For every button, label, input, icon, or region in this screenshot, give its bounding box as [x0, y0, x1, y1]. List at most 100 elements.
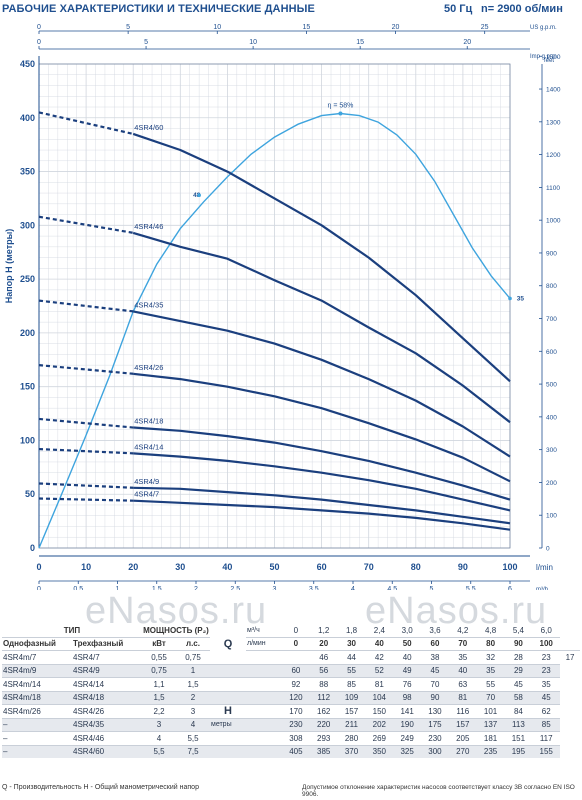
x-tick-label: 80 [411, 562, 421, 572]
head-value: 28 [504, 650, 533, 664]
spacer-cell [210, 744, 246, 758]
spacer-cell [246, 717, 282, 732]
head-value: 235 [476, 744, 505, 758]
head-value: 32 [476, 650, 505, 664]
curve-dashed-4SR4-7 [38, 497, 134, 502]
q-lmin-cell: 60 [421, 636, 449, 651]
head-value: 230 [421, 731, 449, 745]
head-value: 35 [448, 650, 477, 664]
power-kw: 4 [142, 731, 176, 745]
curve-4SR4-14 [133, 452, 511, 512]
q-m3h-cell: 4,8 [485, 625, 497, 635]
curve-label: 4SR4/7 [134, 490, 159, 499]
x2-tick-label: 1,5 [152, 586, 162, 590]
feet-tick-label: 400 [546, 414, 557, 421]
top2-tick-label: 20 [463, 39, 471, 46]
top1-tick-label: 5 [126, 24, 130, 31]
table-row: 4SR4m/14 4SR4/14 1,1 1,5 92 88 85 81 76 70 63 55 45 3… [2, 677, 580, 691]
efficiency-peak-point [338, 111, 343, 116]
feet-tick-label: 700 [546, 316, 557, 323]
spacer-cell [210, 731, 246, 745]
y-tick-label: 450 [20, 59, 35, 69]
power-kw: 1,1 [142, 677, 176, 691]
q-m3h-cell: 3,6 [429, 625, 441, 635]
head-value: 249 [393, 731, 422, 745]
power-kw: 2,2 [142, 704, 176, 718]
x2-tick-label: 5,5 [466, 586, 476, 590]
head-value: 101 [476, 704, 505, 718]
single-phase-model: – [2, 744, 72, 758]
head-value: 157 [448, 717, 477, 732]
head-value: 175 [421, 717, 449, 732]
power-kw: 0,75 [142, 663, 176, 678]
curve-dashed-4SR4-46 [38, 215, 134, 234]
head-value: 181 [476, 731, 505, 745]
efficiency-peak-label: η = 58% [327, 102, 353, 109]
x2-tick-label: 0 [37, 586, 41, 590]
x-unit-label: l/min [536, 563, 553, 572]
spacer-cell [210, 663, 246, 678]
head-value: 112 [309, 690, 338, 705]
head-value: 42 [365, 650, 394, 664]
head-value: 202 [365, 717, 394, 732]
x-tick-label: 100 [502, 562, 517, 572]
head-value: 85 [532, 717, 561, 732]
power-kw: 0,55 [142, 650, 176, 664]
x2-tick-label: 5 [430, 586, 434, 590]
head-value: 35 [532, 677, 561, 691]
kw-header: кВт [142, 636, 176, 651]
q-m3h-cell: 3,0 [401, 625, 413, 635]
power-hp: 3 [176, 704, 210, 718]
head-value: 45 [504, 677, 533, 691]
head-value: 55 [337, 663, 366, 678]
top2-unit-label: Imp g.p.m. [530, 54, 559, 60]
top1-tick-label: 15 [303, 24, 311, 31]
curve-label: 4SR4/26 [134, 363, 163, 372]
unit-lmin: л/мин [246, 636, 282, 651]
top2-tick-label: 10 [249, 39, 257, 46]
q-m3h-cell: 2,4 [373, 625, 385, 635]
curve-dashed-4SR4-35 [38, 299, 134, 313]
q-lmin-cell: 40 [365, 636, 394, 651]
h-label: H [210, 704, 246, 718]
hp-header: л.с. [176, 636, 210, 651]
head-value: 270 [448, 744, 477, 758]
top1-unit-label: US g.p.m. [530, 25, 557, 31]
head-value: 157 [337, 704, 366, 718]
single-phase-model: – [2, 717, 72, 732]
curve-label: 4SR4/18 [134, 417, 163, 426]
speed-label: n= 2900 об/мин [481, 3, 563, 15]
power-kw: 3 [142, 717, 176, 732]
q-m3h-cell: 5,4 [512, 625, 524, 635]
power-hp: 5,5 [176, 731, 210, 745]
curve-4SR4-46 [132, 231, 511, 424]
frequency-label: 50 Гц [444, 3, 473, 15]
head-value: 385 [309, 744, 338, 758]
footer-tolerance: Допустимое отклонение характеристик насо… [302, 784, 575, 798]
head-value: 300 [421, 744, 449, 758]
curve-dashed-4SR4-18 [38, 417, 134, 429]
spacer-cell [246, 650, 282, 664]
watermark-right: eNasos.ru [365, 590, 548, 632]
q-m3h-cell: 1,8 [345, 625, 358, 635]
table-row: –4SR4/46 4 5,5 308 293 280 269 249 230 205 181 151 1… [2, 731, 580, 745]
spacer-cell [210, 677, 246, 691]
feet-tick-label: 1100 [546, 185, 560, 192]
power-hp: 1,5 [176, 677, 210, 691]
table-row: 4SR4m/7 4SR4/7 0,55 0,75 46 44 42 40 38 35 32 28 23 1… [2, 650, 580, 664]
x2-tick-label: 1 [116, 586, 120, 590]
x-tick-label: 70 [364, 562, 374, 572]
x-tick-label: 10 [81, 562, 91, 572]
q-lmin-cell: 100 [532, 636, 561, 651]
feet-tick-label: 800 [546, 283, 557, 290]
head-value: 60 [282, 663, 310, 678]
single-phase-model: 4SR4m/18 [2, 690, 72, 705]
feet-tick-label: 300 [546, 447, 557, 454]
curve-dashed-4SR4-60 [38, 111, 134, 135]
y-tick-label: 100 [20, 435, 35, 445]
spacer-cell [246, 663, 282, 678]
feet-tick-label: 900 [546, 250, 557, 257]
head-value: 49 [393, 663, 422, 678]
curve-4SR4-35 [132, 310, 511, 458]
spacer-cell [246, 744, 282, 758]
